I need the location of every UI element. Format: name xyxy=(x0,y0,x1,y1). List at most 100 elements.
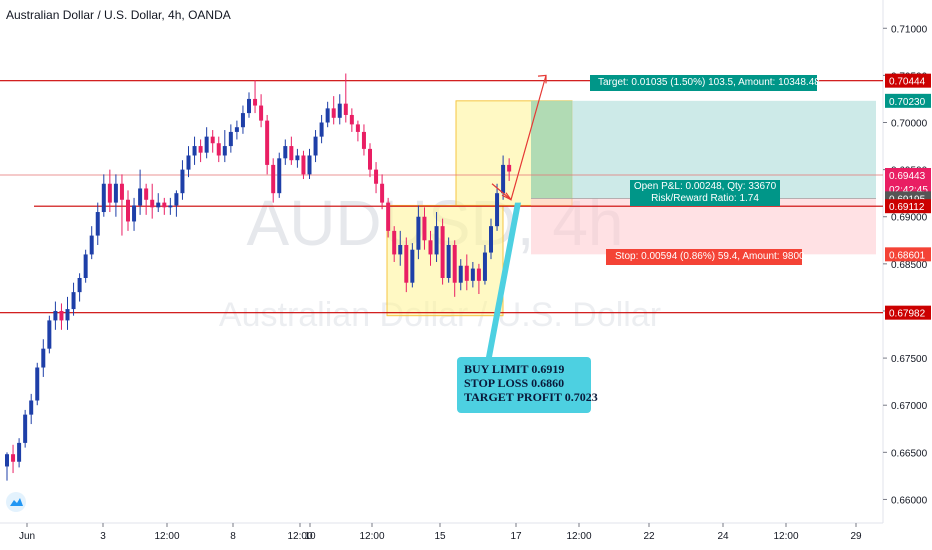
price-tick-label: 0.67500 xyxy=(891,354,928,365)
arrow-head xyxy=(537,74,547,84)
candle-body xyxy=(476,268,481,281)
buy-limit-text: BUY LIMIT 0.6919 xyxy=(464,362,565,376)
candle-body xyxy=(343,103,348,115)
candle-body xyxy=(259,105,264,121)
candle-body xyxy=(132,205,137,222)
time-tick-label: 12:00 xyxy=(359,531,384,542)
price-label-badge xyxy=(885,305,931,320)
candle-body xyxy=(331,108,336,118)
price-tick-label: 0.66500 xyxy=(891,448,928,459)
price-label-text: 0.68601 xyxy=(889,250,926,261)
price-label-text: 0.70444 xyxy=(889,77,926,88)
risk-reward-text: Risk/Reward Ratio: 1.74 xyxy=(651,193,759,204)
candle-body xyxy=(253,98,258,106)
candle-body xyxy=(380,183,385,203)
candle-body xyxy=(470,268,475,281)
time-tick-label: 22 xyxy=(643,531,655,542)
candle-body xyxy=(216,143,221,156)
candle-body xyxy=(204,136,209,153)
time-tick-label: 12:00 xyxy=(154,531,179,542)
candle-body xyxy=(495,193,500,227)
candle-body xyxy=(398,245,403,255)
candle-body xyxy=(65,309,70,321)
time-tick-label: 12:00 xyxy=(287,531,312,542)
candle-body xyxy=(313,136,318,156)
candle-body xyxy=(404,245,409,283)
candle-body xyxy=(489,226,493,253)
candle-body xyxy=(349,114,354,125)
candle-body xyxy=(325,108,330,123)
candle-body xyxy=(95,212,100,236)
candle-body xyxy=(126,199,130,222)
candle-body xyxy=(174,193,179,206)
candle-body xyxy=(101,183,106,213)
candle-body xyxy=(458,265,463,283)
candle-body xyxy=(422,216,427,241)
candle-body xyxy=(77,277,82,293)
candle-body xyxy=(192,146,197,156)
candle-body xyxy=(374,169,379,184)
price-label-badge xyxy=(885,73,931,88)
time-tick-label: 15 xyxy=(434,531,446,542)
price-tick-label: 0.70000 xyxy=(891,119,928,130)
time-tick-label: 29 xyxy=(850,531,862,542)
candle-body xyxy=(35,367,40,401)
price-tick-label: 0.67000 xyxy=(891,401,928,412)
candle-body xyxy=(210,136,215,144)
price-label-text: 0.69112 xyxy=(889,202,925,213)
target-label: Target: 0.01035 (1.50%) 103.5, Amount: 1… xyxy=(590,75,820,91)
candle-body xyxy=(440,226,445,278)
price-label-text: 0.70230 xyxy=(889,97,926,108)
candle-body xyxy=(71,292,76,310)
price-tick-label: 0.71000 xyxy=(891,24,928,35)
pnl-text: Open P&L: 0.00248, Qty: 33670 xyxy=(633,181,777,192)
candle-body xyxy=(83,254,88,278)
candle-body xyxy=(234,127,239,132)
candle-body xyxy=(416,216,421,250)
candle-body xyxy=(53,310,58,321)
overlap-zone xyxy=(531,100,572,199)
chart-title: Australian Dollar / U.S. Dollar, 4h, OAN… xyxy=(6,8,231,22)
candle-body xyxy=(240,113,245,128)
candle-body xyxy=(168,205,173,208)
price-label-badge xyxy=(885,247,931,262)
candle-body xyxy=(119,183,124,200)
candle-body xyxy=(156,202,161,208)
price-tick-label: 0.69000 xyxy=(891,213,928,224)
candle-body xyxy=(446,245,451,278)
price-label-badge xyxy=(885,93,931,108)
candle-body xyxy=(180,169,185,194)
candle-body xyxy=(482,252,487,281)
candle-body xyxy=(247,98,251,114)
candle-body xyxy=(162,202,167,208)
candle-body xyxy=(222,146,227,156)
time-tick-label: 10 xyxy=(304,531,316,542)
candle-body xyxy=(265,120,270,165)
price-tick-label: 0.68500 xyxy=(891,260,928,271)
candle-body xyxy=(410,249,415,283)
candle-body xyxy=(150,199,155,208)
candle-body xyxy=(5,454,9,467)
trade-callout: BUY LIMIT 0.6919 STOP LOSS 0.6860 TARGET… xyxy=(457,357,598,413)
candle-body xyxy=(355,124,360,132)
tradingview-logo-icon[interactable] xyxy=(6,492,26,512)
candle-body xyxy=(144,188,149,200)
candle-body xyxy=(319,122,324,137)
candle-body xyxy=(283,146,288,159)
candle-body xyxy=(289,146,294,161)
candle-body xyxy=(89,235,94,255)
price-label-text: 02:42:45 xyxy=(889,185,928,196)
candle-body xyxy=(271,164,276,194)
candle-body xyxy=(361,131,366,149)
candle-body xyxy=(113,183,118,203)
stop-label: Stop: 0.00594 (0.86%) 59.4, Amount: 9800 xyxy=(606,249,805,265)
candle-body xyxy=(307,155,312,175)
candle-body xyxy=(186,155,191,170)
candle-body xyxy=(386,202,391,231)
candle-body xyxy=(368,148,372,170)
price-tick-label: 0.66000 xyxy=(891,495,928,506)
candle-body xyxy=(29,400,34,415)
price-label-text: 0.67982 xyxy=(889,309,926,320)
target-profit-text: TARGET PROFIT 0.7023 xyxy=(464,390,598,404)
